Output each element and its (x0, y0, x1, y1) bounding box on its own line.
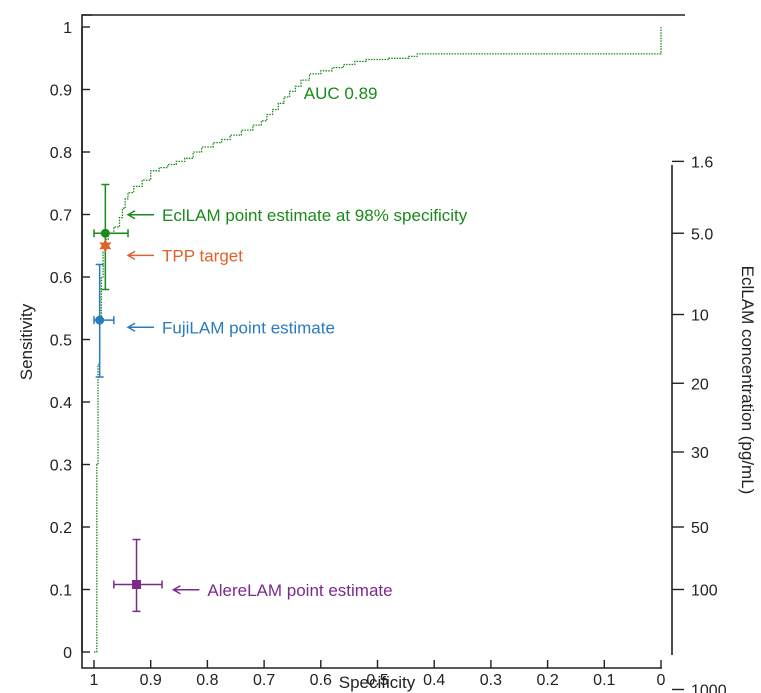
y2-tick-label: 30 (691, 445, 709, 462)
annotation: TPP target (126, 246, 243, 265)
estimate-ecllam (93, 183, 129, 291)
annotation-label: AlereLAM point estimate (207, 581, 392, 600)
annotation-arrowhead (171, 585, 181, 595)
annotation-label: EclLAM point estimate at 98% specificity (162, 206, 468, 225)
y2-axis-ticks: 1.6 5.0 10 20 30 50 100 1000 (672, 154, 727, 693)
y2-tick-label: 10 (691, 308, 709, 325)
estimate-fujilam (93, 263, 115, 378)
y-tick-label: 0.2 (50, 520, 72, 537)
x-tick-label: 0.4 (423, 672, 445, 689)
annotation: AUC 0.89 (304, 84, 378, 103)
annotation-arrowhead (126, 250, 136, 261)
y-tick-label: 0.1 (50, 583, 72, 600)
x-tick-label: 0 (657, 672, 666, 689)
x-tick-label: 0.2 (536, 672, 558, 689)
plot-axes (81, 14, 92, 669)
point-estimates (93, 183, 163, 613)
y-axis-label: Sensitivity (17, 303, 36, 380)
y2-tick-label: 100 (691, 583, 718, 600)
estimate-alerelam (113, 538, 163, 613)
y-tick-label: 0.6 (50, 270, 72, 287)
x-tick-label: 0.1 (593, 672, 615, 689)
x-tick-label: 0.5 (366, 672, 388, 689)
estimate-tpp-target (99, 238, 112, 253)
roc-curve-line (94, 27, 662, 653)
y-tick-label: 0 (63, 645, 72, 662)
y2-axis-label: EclLAM concentration (pg/mL) (738, 266, 757, 495)
y2-tick-label: 5.0 (691, 226, 713, 243)
annotation: FujiLAM point estimate (126, 318, 335, 337)
x-tick-label: 0.9 (140, 672, 162, 689)
x-tick-label: 0.6 (310, 672, 332, 689)
x-tick-label: 0.3 (480, 672, 502, 689)
y2-tick-label: 1000 (691, 683, 727, 693)
y2-tick-label: 50 (691, 520, 709, 537)
y-tick-label: 0.7 (50, 208, 72, 225)
plot-frame (81, 14, 685, 669)
y-tick-label: 1 (63, 20, 72, 37)
estimate-marker (100, 228, 110, 238)
y-tick-label: 0.5 (50, 333, 72, 350)
annotation-label: AUC 0.89 (304, 84, 378, 103)
x-tick-label: 0.8 (196, 672, 218, 689)
y-tick-label: 0.9 (50, 83, 72, 100)
x-tick-label: 1 (90, 672, 99, 689)
x-axis-label: Specificity (339, 673, 416, 692)
y2-tick-label: 1.6 (691, 154, 713, 171)
annotations: AUC 0.89 EclLAM point estimate at 98% spe… (126, 84, 468, 600)
annotation-label: TPP target (162, 246, 243, 265)
annotation-arrowhead (126, 210, 136, 220)
annotation: AlereLAM point estimate (171, 581, 393, 600)
estimate-marker (132, 580, 142, 589)
x-tick-label: 0.7 (253, 672, 275, 689)
y2-tick-label: 20 (691, 376, 709, 393)
estimate-marker (95, 315, 105, 325)
y-axis-ticks: 0 0.1 0.2 0.3 0.4 0.5 0.6 0.7 0.8 0.9 1 (50, 20, 90, 662)
estimate-marker (99, 238, 112, 253)
annotation-label: FujiLAM point estimate (162, 318, 335, 337)
annotation-arrowhead (126, 322, 136, 332)
x-axis-ticks: 1 0.9 0.8 0.7 0.6 0.5 0.4 0.3 0.2 0.1 0 (90, 660, 666, 689)
y-tick-label: 0.8 (50, 145, 72, 162)
y-tick-label: 0.3 (50, 458, 72, 475)
annotation: EclLAM point estimate at 98% specificity (126, 206, 468, 225)
y-tick-label: 0.4 (50, 395, 72, 412)
